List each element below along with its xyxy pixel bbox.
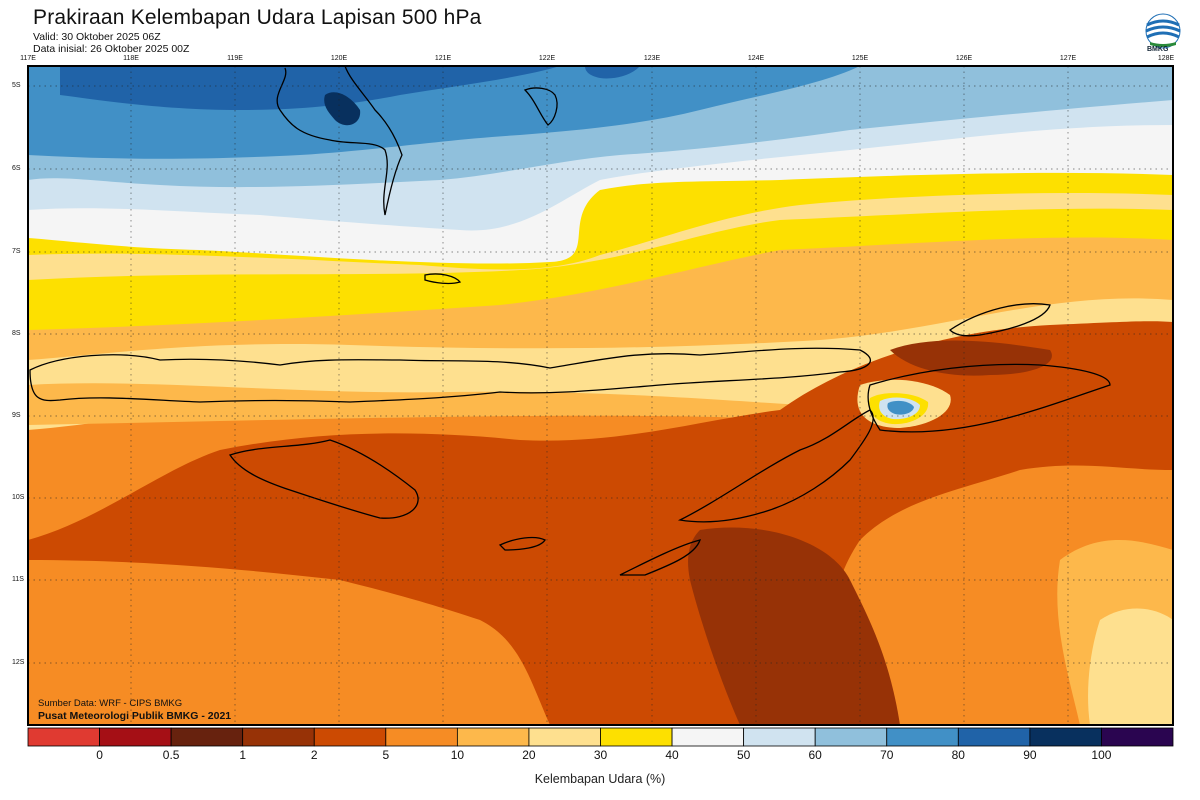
lat-label-8: 8S [12, 330, 21, 337]
colorbar-tick-label: 60 [808, 748, 822, 762]
colorbar-swatch [671, 727, 745, 747]
gridlines [28, 66, 1173, 725]
colorbar-tick-label: 100 [1091, 748, 1112, 762]
colorbar-tick-label: 80 [951, 748, 965, 762]
colorbar [27, 727, 1174, 747]
bmkg-logo-icon [1145, 13, 1181, 49]
colorbar-tick-label: 0.5 [162, 748, 180, 762]
colorbar-swatch [456, 727, 530, 747]
colorbar-swatch [1101, 727, 1174, 747]
colorbar-tick-label: 30 [593, 748, 608, 762]
colorbar-swatch [528, 727, 601, 747]
band-30d [1088, 608, 1173, 725]
lat-label-7: 7S [12, 248, 21, 255]
colorbar-swatch [886, 727, 959, 747]
lon-label-127: 127E [1059, 55, 1077, 62]
coastline-timor [677, 409, 874, 523]
colorbar-swatch [99, 727, 172, 747]
lon-label-125: 125E [851, 55, 869, 62]
band-20b [28, 383, 800, 425]
colorbar-swatch [170, 727, 244, 747]
coastline-banda [867, 363, 1111, 433]
colorbar-title: Kelembapan Udara (%) [534, 772, 666, 786]
band-90 [60, 66, 560, 110]
lon-label-121: 121E [434, 55, 452, 62]
band-80c [887, 400, 914, 415]
lon-label-124: 124E [747, 55, 765, 62]
colorbar-tick-label: 0 [96, 748, 103, 762]
lon-label-122: 122E [538, 55, 556, 62]
colorbar-swatch [313, 727, 387, 747]
colorbar-swatch [27, 727, 100, 747]
band-2 [688, 527, 900, 725]
coastline-flores-chain [29, 347, 872, 403]
coastline-wetar [948, 303, 1051, 337]
map-title: Prakiraan Kelembapan Udara Lapisan 500 h… [33, 6, 482, 29]
band-90b [585, 66, 640, 79]
colorbar-tick-label: 2 [310, 748, 318, 762]
lat-label-9: 9S [12, 412, 21, 419]
band-100 [324, 92, 361, 126]
coastline-sabu [498, 536, 546, 551]
lon-label-126: 126E [955, 55, 973, 62]
lat-label-11: 11S [12, 576, 24, 583]
coastline-sumba [228, 439, 419, 519]
lat-label-10: 10S [12, 494, 25, 501]
lon-label-117: 117E [20, 55, 36, 62]
humidity-field [28, 66, 1173, 725]
lon-label-123: 123E [643, 55, 661, 62]
organization-credit: Pusat Meteorologi Publik BMKG - 2021 [38, 710, 232, 722]
valid-time: Valid: 30 Oktober 2025 06Z [33, 31, 161, 43]
colorbar-swatch [743, 727, 816, 747]
lat-label-12: 12S [12, 659, 25, 666]
map-frame [27, 65, 1174, 726]
colorbar-tick-label: 70 [880, 748, 894, 762]
lon-label-118: 118E [123, 55, 139, 62]
lon-label-119: 119E [227, 55, 243, 62]
colorbar-swatch [814, 727, 888, 747]
coastline-buton [523, 87, 558, 126]
colorbar-swatch [385, 727, 458, 747]
data-source-credit: Sumber Data: WRF - CIPS BMKG [38, 698, 183, 709]
coastlines [29, 66, 1111, 576]
colorbar-tick-label: 1 [239, 748, 247, 762]
coastline-sulawesi [276, 66, 403, 216]
lon-label-120: 120E [330, 55, 348, 62]
colorbar-swatch [957, 727, 1031, 747]
coastline-rote [619, 539, 701, 576]
colorbar-tick-label: 50 [736, 748, 751, 762]
lat-label-5: 5S [12, 82, 21, 89]
colorbar-tick-label: 20 [522, 748, 536, 762]
colorbar-tick-label: 5 [382, 748, 390, 762]
logo-label: BMKG [1147, 46, 1169, 53]
coastline-kalao [424, 273, 462, 285]
band-2b [890, 340, 1052, 376]
colorbar-tick-label: 90 [1023, 748, 1037, 762]
colorbar-tick-label: 40 [665, 748, 679, 762]
colorbar-swatch [1029, 727, 1102, 747]
initial-time: Data inisial: 26 Oktober 2025 00Z [33, 43, 190, 55]
lon-label-128: 128E [1157, 55, 1175, 62]
lat-label-6: 6S [12, 165, 21, 172]
colorbar-swatch [600, 727, 673, 747]
colorbar-swatch [242, 727, 315, 747]
colorbar-tick-label: 10 [450, 748, 465, 762]
